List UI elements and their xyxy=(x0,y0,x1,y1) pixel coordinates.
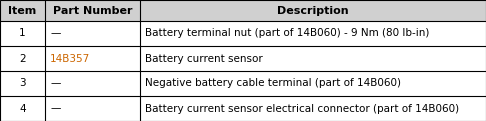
Text: 1: 1 xyxy=(19,29,26,38)
Bar xyxy=(0,96,486,121)
Text: Battery current sensor electrical connector (part of 14B060): Battery current sensor electrical connec… xyxy=(145,103,459,113)
Text: Negative battery cable terminal (part of 14B060): Negative battery cable terminal (part of… xyxy=(145,79,401,88)
Text: Item: Item xyxy=(8,5,36,15)
Text: Description: Description xyxy=(277,5,349,15)
Text: 14B357: 14B357 xyxy=(50,53,90,64)
Bar xyxy=(0,46,486,71)
Text: —: — xyxy=(50,79,60,88)
Bar xyxy=(0,21,486,46)
Text: 2: 2 xyxy=(19,53,26,64)
Text: —: — xyxy=(50,29,60,38)
Bar xyxy=(0,71,486,96)
Text: —: — xyxy=(50,103,60,113)
Text: Battery terminal nut (part of 14B060) - 9 Nm (80 lb-in): Battery terminal nut (part of 14B060) - … xyxy=(145,29,429,38)
Bar xyxy=(0,0,486,21)
Text: Battery current sensor: Battery current sensor xyxy=(145,53,263,64)
Text: Part Number: Part Number xyxy=(53,5,132,15)
Text: 3: 3 xyxy=(19,79,26,88)
Text: 4: 4 xyxy=(19,103,26,113)
